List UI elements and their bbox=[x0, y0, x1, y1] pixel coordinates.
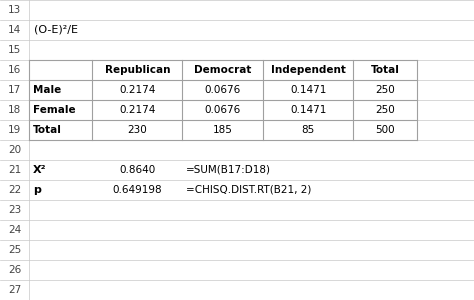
Text: 27: 27 bbox=[8, 285, 21, 295]
Text: Republican: Republican bbox=[105, 65, 170, 75]
Text: Democrat: Democrat bbox=[194, 65, 252, 75]
Text: Independent: Independent bbox=[271, 65, 346, 75]
Text: Total: Total bbox=[33, 125, 62, 135]
Text: 13: 13 bbox=[8, 5, 21, 15]
Text: 0.1471: 0.1471 bbox=[290, 105, 326, 115]
Text: 250: 250 bbox=[375, 85, 395, 95]
Text: 14: 14 bbox=[8, 25, 21, 35]
Text: 25: 25 bbox=[8, 245, 21, 255]
Text: X²: X² bbox=[33, 165, 46, 175]
Text: 17: 17 bbox=[8, 85, 21, 95]
Text: 0.8640: 0.8640 bbox=[119, 165, 155, 175]
Text: 185: 185 bbox=[213, 125, 233, 135]
Text: 21: 21 bbox=[8, 165, 21, 175]
Text: =SUM(B17:D18): =SUM(B17:D18) bbox=[186, 165, 271, 175]
Text: 22: 22 bbox=[8, 185, 21, 195]
Text: 15: 15 bbox=[8, 45, 21, 55]
Text: 0.649198: 0.649198 bbox=[113, 185, 162, 195]
Text: Total: Total bbox=[371, 65, 400, 75]
Text: 26: 26 bbox=[8, 265, 21, 275]
Text: 18: 18 bbox=[8, 105, 21, 115]
Text: =CHISQ.DIST.RT(B21, 2): =CHISQ.DIST.RT(B21, 2) bbox=[186, 185, 312, 195]
Text: (O-E)²/E: (O-E)²/E bbox=[34, 25, 78, 35]
Text: 250: 250 bbox=[375, 105, 395, 115]
Text: p: p bbox=[33, 185, 41, 195]
Text: 19: 19 bbox=[8, 125, 21, 135]
Text: 16: 16 bbox=[8, 65, 21, 75]
Text: 500: 500 bbox=[375, 125, 395, 135]
Text: 0.0676: 0.0676 bbox=[205, 85, 241, 95]
Text: Male: Male bbox=[33, 85, 62, 95]
Text: 230: 230 bbox=[128, 125, 147, 135]
Text: 20: 20 bbox=[8, 145, 21, 155]
Text: 24: 24 bbox=[8, 225, 21, 235]
Text: 0.0676: 0.0676 bbox=[205, 105, 241, 115]
Text: Female: Female bbox=[33, 105, 76, 115]
Text: 23: 23 bbox=[8, 205, 21, 215]
Text: 0.2174: 0.2174 bbox=[119, 105, 155, 115]
Text: 0.1471: 0.1471 bbox=[290, 85, 326, 95]
Text: 0.2174: 0.2174 bbox=[119, 85, 155, 95]
Text: 85: 85 bbox=[301, 125, 315, 135]
